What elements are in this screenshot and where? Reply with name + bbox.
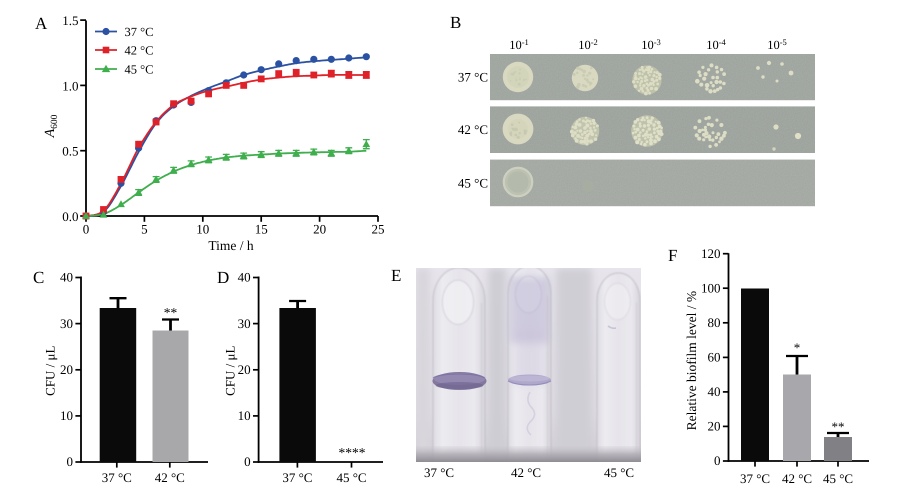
svg-text:30: 30 (60, 316, 73, 331)
svg-text:E: E (391, 266, 401, 285)
svg-text:37 °C: 37 °C (125, 25, 154, 39)
svg-text:Relative biofilm level / %: Relative biofilm level / % (684, 291, 699, 430)
svg-text:10: 10 (196, 222, 209, 237)
svg-text:45 °C: 45 °C (125, 62, 154, 76)
svg-text:37 °C: 37 °C (424, 465, 454, 480)
svg-text:20: 20 (708, 419, 721, 434)
svg-text:37 °C: 37 °C (102, 470, 132, 485)
svg-text:37 °C: 37 °C (740, 471, 770, 486)
svg-text:45 °C: 45 °C (336, 470, 366, 485)
svg-text:D: D (217, 268, 229, 287)
svg-text:B: B (450, 13, 461, 32)
svg-text:Time / h: Time / h (208, 238, 254, 253)
svg-text:42 °C: 42 °C (511, 465, 541, 480)
svg-text:1.0: 1.0 (62, 78, 78, 93)
svg-text:0.0: 0.0 (62, 209, 78, 224)
svg-text:100: 100 (701, 280, 721, 295)
svg-text:20: 20 (238, 362, 251, 377)
svg-text:0: 0 (83, 222, 90, 237)
svg-text:45 °C: 45 °C (604, 465, 634, 480)
svg-text:37 °C: 37 °C (458, 70, 488, 85)
svg-text:60: 60 (708, 350, 721, 365)
svg-text:CFU / μL: CFU / μL (43, 346, 58, 396)
svg-text:F: F (668, 246, 677, 265)
svg-text:0: 0 (244, 454, 251, 469)
svg-text:42 °C: 42 °C (458, 122, 488, 137)
svg-text:5: 5 (141, 222, 148, 237)
svg-text:10: 10 (60, 408, 73, 423)
svg-text:80: 80 (708, 315, 721, 330)
svg-text:0: 0 (714, 453, 721, 468)
svg-text:40: 40 (60, 270, 73, 285)
svg-text:C: C (33, 268, 44, 287)
svg-text:42 °C: 42 °C (125, 43, 154, 57)
svg-text:0.5: 0.5 (62, 144, 78, 159)
svg-text:37 °C: 37 °C (282, 470, 312, 485)
svg-text:45 °C: 45 °C (823, 471, 853, 486)
svg-text:20: 20 (60, 362, 73, 377)
svg-text:45 °C: 45 °C (458, 176, 488, 191)
svg-text:25: 25 (372, 222, 385, 237)
svg-text:*: * (794, 340, 801, 355)
svg-text:42 °C: 42 °C (782, 471, 812, 486)
svg-text:40: 40 (238, 270, 251, 285)
svg-text:****: **** (339, 445, 366, 460)
svg-text:**: ** (164, 305, 178, 320)
svg-text:120: 120 (701, 246, 721, 261)
svg-text:A: A (35, 14, 48, 33)
svg-text:1.5: 1.5 (62, 13, 78, 28)
svg-text:CFU / μL: CFU / μL (223, 346, 238, 396)
svg-text:0: 0 (67, 454, 74, 469)
svg-text:15: 15 (255, 222, 268, 237)
svg-text:**: ** (832, 419, 845, 434)
svg-text:30: 30 (238, 316, 251, 331)
svg-text:10: 10 (238, 408, 251, 423)
svg-text:20: 20 (313, 222, 326, 237)
svg-text:40: 40 (708, 384, 721, 399)
svg-text:42 °C: 42 °C (155, 470, 185, 485)
